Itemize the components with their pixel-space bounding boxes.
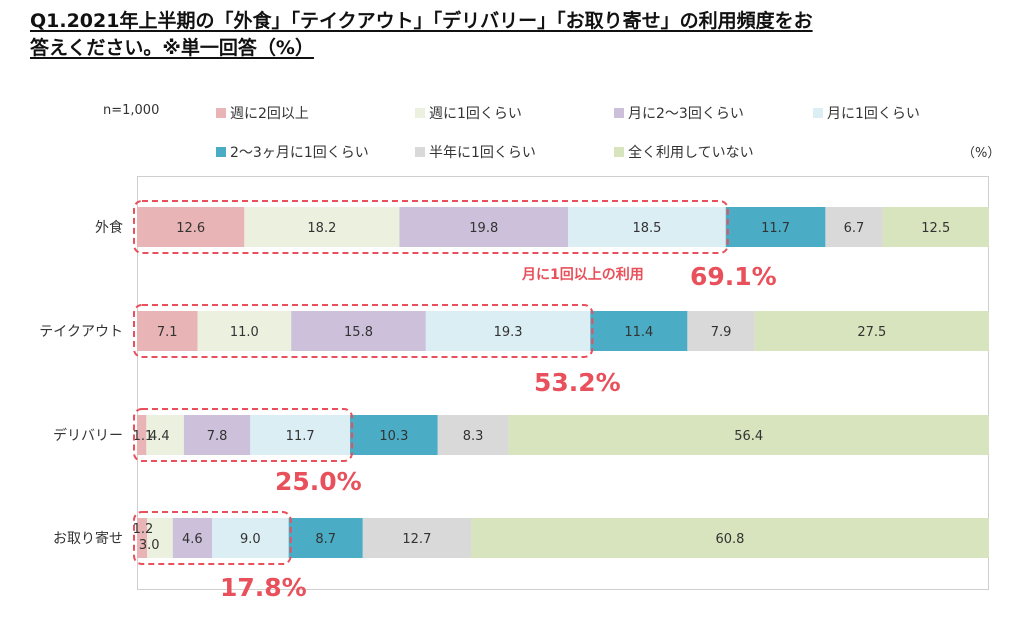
bar-segment (244, 207, 400, 247)
bar-segment (754, 311, 989, 351)
value-label: 12.6 (176, 221, 205, 236)
legend-label: 月に2～3回くらい (628, 106, 744, 122)
bar-segment (470, 518, 989, 558)
bar-segment (211, 518, 289, 558)
bar-segment (825, 207, 883, 247)
bar-segment (137, 311, 198, 351)
total-annotation-otoriyose: 17.8% (220, 573, 307, 602)
value-label: 7.9 (711, 325, 732, 340)
value-label: 11.7 (286, 429, 315, 444)
value-label: 8.3 (463, 429, 484, 444)
value-label: 9.0 (240, 532, 261, 547)
legend-label: 週に2回以上 (230, 106, 309, 122)
category-label: テイクアウト (39, 324, 123, 340)
value-label: 27.5 (857, 325, 886, 340)
value-label: 4.6 (182, 532, 203, 547)
legend-item: 月に1回くらい (813, 103, 920, 123)
value-label: 11.4 (624, 325, 653, 340)
bar-segment (197, 311, 292, 351)
value-label: 3.0 (139, 538, 160, 553)
legend-item: 2～3ヶ月に1回くらい (216, 142, 369, 162)
legend-label: 週に1回くらい (429, 106, 522, 122)
legend-swatch (216, 108, 226, 118)
bar-segment (437, 415, 509, 455)
total-annotation-takeout: 53.2% (534, 368, 621, 397)
value-label: 6.7 (844, 221, 865, 236)
bar-segment (350, 415, 438, 455)
legend-swatch (614, 108, 624, 118)
plot-frame (137, 176, 989, 590)
monthly-or-more-label: 月に1回以上の利用 (522, 267, 644, 283)
value-label: 18.2 (307, 221, 336, 236)
title-line-1: Q1.2021年上半期の「外食」「テイクアウト」「デリバリー」「お取り寄せ」の利… (30, 10, 813, 32)
bar-segment (147, 518, 173, 558)
bar-segment (137, 518, 148, 558)
value-label: 60.8 (716, 532, 745, 547)
monthly-or-more-outline (133, 511, 292, 565)
bar-segment (137, 415, 147, 455)
legend-swatch (813, 108, 823, 118)
value-label: 10.3 (379, 429, 408, 444)
bar-segment (291, 311, 426, 351)
legend-label: 2～3ヶ月に1回くらい (230, 145, 369, 161)
bar-segment (362, 518, 471, 558)
value-label: 4.4 (149, 429, 170, 444)
value-label: 15.8 (344, 325, 373, 340)
legend-swatch (415, 108, 425, 118)
legend-item: 週に2回以上 (216, 103, 309, 123)
bar-segment (590, 311, 688, 351)
value-label: 19.8 (469, 221, 498, 236)
legend-item: 月に2～3回くらい (614, 103, 744, 123)
value-label: 56.4 (734, 429, 763, 444)
bar-segment (250, 415, 350, 455)
bar-segment (425, 311, 591, 351)
legend-swatch (216, 147, 226, 157)
bar-segment (508, 415, 989, 455)
sample-size-label: n=1,000 (103, 103, 160, 118)
legend-item: 半年に1回くらい (415, 142, 536, 162)
monthly-or-more-outline (133, 304, 594, 358)
monthly-or-more-outline (133, 408, 353, 462)
category-label: お取り寄せ (53, 530, 123, 547)
value-label: 1.1 (133, 429, 154, 444)
bar-segment (725, 207, 826, 247)
chart-title: Q1.2021年上半期の「外食」「テイクアウト」「デリバリー」「お取り寄せ」の利… (30, 8, 990, 62)
legend-swatch (614, 147, 624, 157)
bar-segment (288, 518, 363, 558)
legend-swatch (415, 147, 425, 157)
title-line-2: 答えください。※単一回答（%） (30, 37, 314, 59)
value-label: 8.7 (315, 532, 336, 547)
bar-segment (882, 207, 989, 247)
value-label: 11.0 (230, 325, 259, 340)
value-label: 1.2 (133, 522, 154, 537)
category-label: 外食 (95, 219, 123, 236)
bar-segment (399, 207, 569, 247)
total-annotation-delivery: 25.0% (275, 467, 362, 496)
value-label: 12.5 (921, 221, 950, 236)
value-label: 19.3 (494, 325, 523, 340)
legend-label: 全く利用していない (628, 145, 754, 161)
unit-label: （%） (962, 146, 1001, 161)
legend-item: 週に1回くらい (415, 103, 522, 123)
legend-item: 全く利用していない (614, 142, 754, 162)
value-label: 12.7 (402, 532, 431, 547)
value-label: 7.1 (157, 325, 178, 340)
category-label: デリバリー (53, 427, 123, 444)
bar-segment (687, 311, 755, 351)
value-label: 7.8 (207, 429, 228, 444)
bar-segment (146, 415, 184, 455)
bar-segment (183, 415, 251, 455)
bar-segment (568, 207, 726, 247)
total-annotation-gaishoku: 69.1% (690, 262, 777, 291)
bar-segment (172, 518, 212, 558)
legend-label: 半年に1回くらい (429, 145, 536, 161)
bar-segment (137, 207, 245, 247)
legend-label: 月に1回くらい (827, 106, 920, 122)
value-label: 18.5 (632, 221, 661, 236)
value-label: 11.7 (761, 221, 790, 236)
